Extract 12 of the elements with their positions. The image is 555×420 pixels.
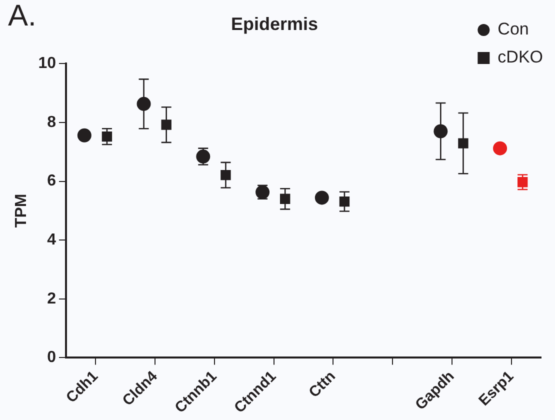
y-axis-title: TPM (13, 194, 30, 228)
legend-label: Con (498, 20, 529, 39)
y-tick-label: 2 (47, 290, 56, 308)
text: A. (8, 0, 36, 32)
y-tick-label: 6 (47, 172, 56, 190)
y-tick-label: 10 (38, 55, 56, 72)
chart-title: Epidermis (230, 14, 318, 34)
y-tick-label: 8 (47, 114, 56, 131)
legend-label: cDKO (498, 48, 544, 67)
x-tick-label: Cttn (306, 368, 339, 402)
y-tick-label: 0 (47, 349, 56, 366)
y-tick-label: 4 (47, 231, 56, 248)
